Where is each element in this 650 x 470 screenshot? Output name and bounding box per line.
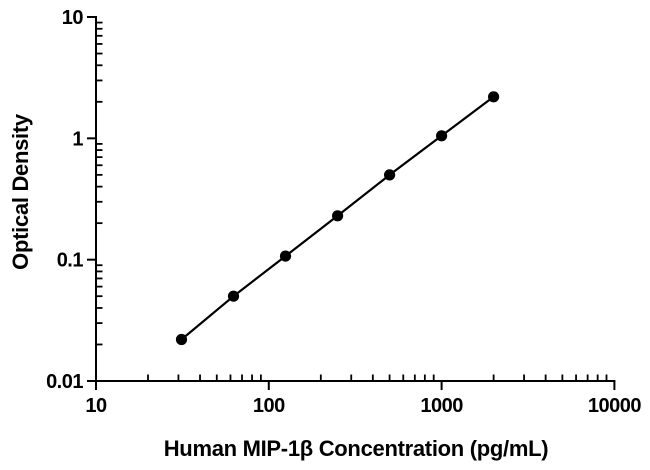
data-point	[279, 250, 292, 262]
data-point	[384, 169, 396, 181]
x-axis-title: Human MIP-1β Concentration (pg/mL)	[163, 436, 549, 461]
data-point	[332, 210, 344, 222]
x-tick-label: 10000	[588, 395, 641, 417]
x-tick-label: 1000	[420, 395, 463, 417]
y-tick-label: 0.01	[46, 371, 83, 393]
data-point	[488, 91, 500, 103]
data-point	[175, 333, 188, 346]
y-tick-label: 1	[72, 128, 83, 150]
x-tick-label: 10	[85, 395, 107, 417]
data-point	[436, 130, 448, 142]
data-point	[227, 290, 240, 302]
y-tick-label: 10	[62, 7, 84, 29]
x-tick-label: 100	[253, 395, 285, 417]
y-tick-label: 0.1	[57, 250, 84, 272]
y-axis-title: Optical Density	[8, 114, 33, 270]
